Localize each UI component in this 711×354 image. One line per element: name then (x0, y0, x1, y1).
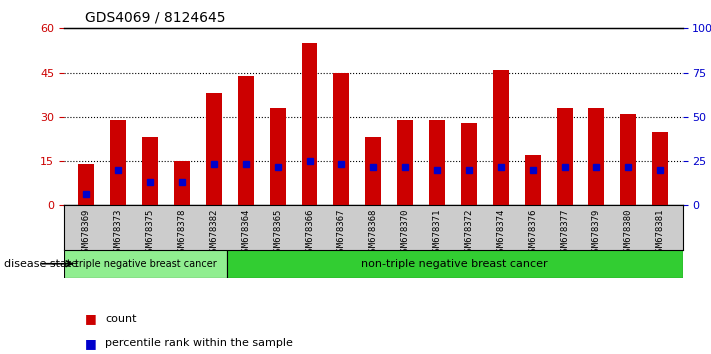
Bar (78, 164, 95, 205)
Text: GSM678373: GSM678373 (114, 209, 123, 257)
Text: GSM678366: GSM678366 (305, 209, 314, 257)
Bar (110, 120, 126, 205)
Text: GSM678374: GSM678374 (496, 209, 506, 257)
Bar (493, 70, 509, 205)
Text: GSM678364: GSM678364 (241, 209, 250, 257)
Bar (142, 137, 158, 205)
Text: GSM678379: GSM678379 (592, 209, 601, 257)
Text: GSM678377: GSM678377 (560, 209, 569, 257)
Text: ■: ■ (85, 312, 97, 325)
Text: GDS4069 / 8124645: GDS4069 / 8124645 (85, 11, 226, 25)
Bar (397, 120, 413, 205)
Text: triple negative breast cancer: triple negative breast cancer (75, 259, 216, 269)
Bar (429, 120, 445, 205)
Bar (525, 155, 540, 205)
Bar (333, 73, 349, 205)
Bar (652, 132, 668, 205)
Bar (557, 108, 572, 205)
Bar (301, 43, 318, 205)
Text: GSM678380: GSM678380 (624, 209, 633, 257)
Text: GSM678371: GSM678371 (432, 209, 442, 257)
Bar (621, 114, 636, 205)
Text: GSM678368: GSM678368 (369, 209, 378, 257)
Text: GSM678375: GSM678375 (146, 209, 154, 257)
Text: GSM678382: GSM678382 (209, 209, 218, 257)
Text: disease state: disease state (4, 259, 77, 269)
Bar (206, 93, 222, 205)
Text: GSM678378: GSM678378 (178, 209, 186, 257)
Bar (365, 137, 381, 205)
Text: GSM678367: GSM678367 (337, 209, 346, 257)
Text: GSM678372: GSM678372 (464, 209, 474, 257)
Text: count: count (105, 314, 137, 324)
Text: GSM678376: GSM678376 (528, 209, 538, 257)
Bar (461, 123, 477, 205)
FancyBboxPatch shape (64, 250, 227, 278)
Bar (269, 108, 286, 205)
Text: percentile rank within the sample: percentile rank within the sample (105, 338, 293, 348)
Text: GSM678365: GSM678365 (273, 209, 282, 257)
Bar (174, 161, 190, 205)
Text: GSM678381: GSM678381 (656, 209, 665, 257)
Text: GSM678369: GSM678369 (82, 209, 91, 257)
FancyBboxPatch shape (227, 250, 683, 278)
Text: GSM678370: GSM678370 (401, 209, 410, 257)
Text: non-triple negative breast cancer: non-triple negative breast cancer (361, 259, 548, 269)
Bar (589, 108, 604, 205)
Bar (237, 75, 254, 205)
Text: ■: ■ (85, 337, 97, 350)
